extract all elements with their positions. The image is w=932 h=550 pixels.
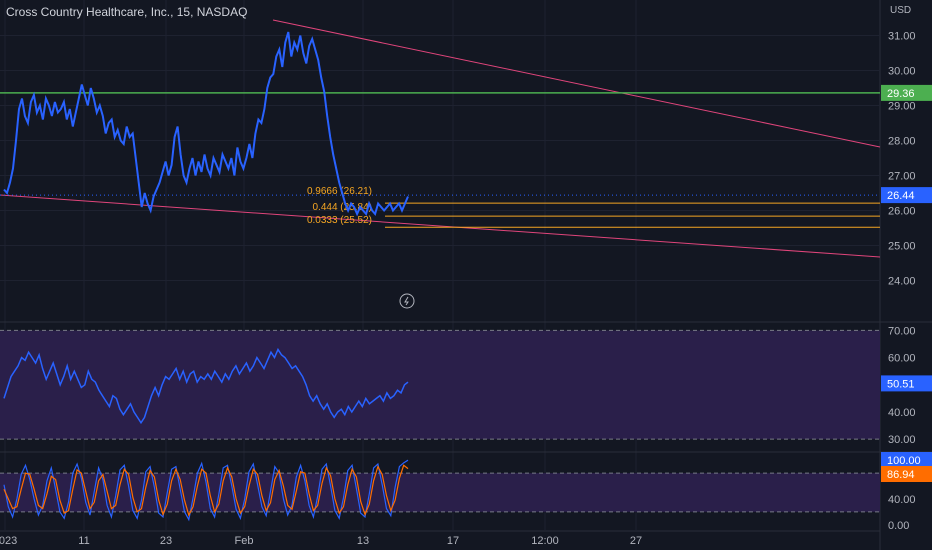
time-tick-label: 11: [78, 535, 89, 547]
price-tick-label: 29.00: [888, 101, 916, 113]
rsi-tick-label: 60.00: [888, 353, 916, 365]
rsi-series-line: [3, 347, 409, 425]
horizontal-level-badge-bg: [881, 84, 932, 101]
time-tick-label: 23: [160, 535, 172, 547]
stoch-d-badge: 86.94: [887, 469, 915, 481]
rsi-tick-label: 40.00: [888, 407, 916, 419]
time-tick-label: 17: [447, 535, 459, 547]
stoch-tick-label: 0.00: [888, 520, 909, 532]
time-tick-label: 13: [357, 535, 369, 547]
fib-label: 0.444 (25.84): [313, 202, 373, 213]
price-tick-label: 27.00: [888, 171, 916, 183]
price-tick-label: 28.00: [888, 136, 916, 148]
rsi-band-fill: [0, 330, 880, 440]
time-tick-label: 27: [630, 535, 642, 547]
time-tick-label: 12:00: [531, 535, 559, 547]
currency-label: USD: [890, 5, 911, 16]
upper-trend-line: [272, 19, 881, 148]
price-tick-label: 26.00: [888, 206, 916, 218]
stoch-d-badge-bg: [881, 466, 932, 482]
stoch-band-fill: [0, 473, 880, 512]
price-tick-label: 30.00: [888, 66, 916, 78]
price-tick-label: 25.00: [888, 241, 916, 253]
fib-label: 0.0333 (25.52): [307, 215, 372, 226]
rsi-value-badge: 50.51: [887, 378, 915, 390]
time-tick-label: 2023: [0, 535, 17, 547]
last-price-badge-bg: [881, 187, 932, 204]
rsi-value-badge-bg: [881, 375, 932, 392]
price-series-line: [3, 31, 409, 217]
stoch-k-badge-bg: [881, 452, 932, 468]
lightning-icon-glyph: [404, 296, 409, 306]
rsi-tick-label: 30.00: [888, 434, 916, 446]
last-price-badge: 26.44: [887, 190, 915, 202]
stoch-k-badge: 100.00: [887, 455, 921, 467]
rsi-tick-label: 70.00: [888, 325, 916, 337]
price-tick-label: 24.00: [888, 276, 916, 288]
chart-title: Cross Country Healthcare, Inc., 15, NASD…: [6, 5, 248, 19]
lower-trend-line: [0, 194, 881, 258]
lightning-icon: [399, 293, 415, 309]
price-tick-label: 31.00: [888, 31, 916, 43]
stoch-tick-label: 40.00: [888, 494, 916, 506]
horizontal-level-badge: 29.36: [887, 88, 915, 100]
fib-label: 0.9666 (26.21): [307, 186, 372, 197]
stoch-d-line: [3, 464, 409, 517]
time-tick-label: Feb: [235, 535, 254, 547]
